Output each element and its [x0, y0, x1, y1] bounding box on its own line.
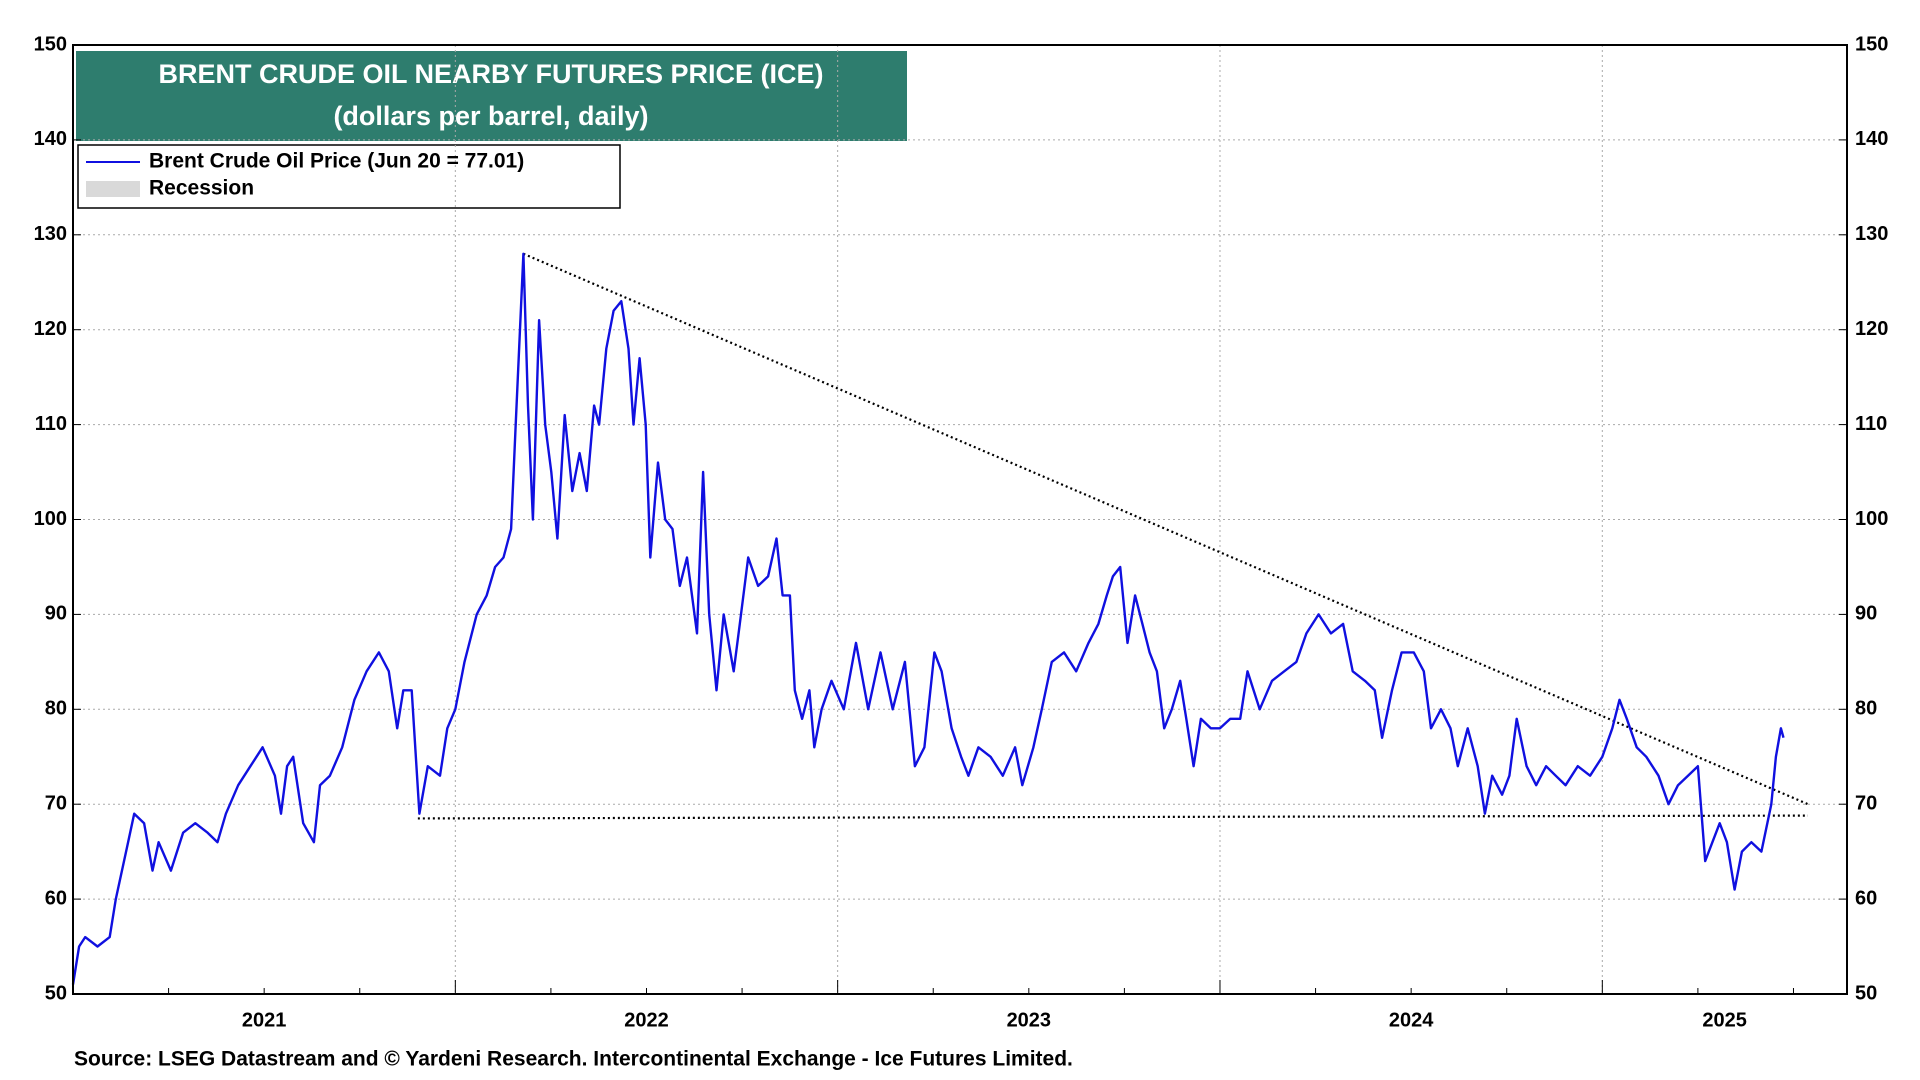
plot-frame [72, 44, 1848, 995]
x-tick-label: 2023 [1007, 1009, 1052, 1031]
trendline [417, 814, 1809, 820]
y-tick-label: 90 [45, 603, 67, 625]
y-tick-label: 150 [34, 33, 67, 55]
chart-title: BRENT CRUDE OIL NEARBY FUTURES PRICE (IC… [158, 59, 823, 89]
y2-tick-label: 90 [1855, 603, 1877, 625]
x-tick-label: 2024 [1389, 1009, 1434, 1031]
legend-label: Recession [149, 177, 254, 200]
x-tick-label: 2025 [1702, 1009, 1747, 1031]
y-tick-label: 60 [45, 887, 67, 909]
y-tick-label: 110 [35, 413, 67, 435]
legend-label: Brent Crude Oil Price (Jun 20 = 77.01) [149, 150, 524, 173]
y2-tick-label: 150 [1855, 33, 1888, 55]
x-tick-label: 2022 [624, 1009, 669, 1031]
y2-tick-label: 140 [1855, 128, 1888, 150]
y-tick-label: 100 [34, 508, 67, 530]
legend-box [77, 144, 621, 209]
y-tick-label: 80 [45, 698, 67, 720]
y2-tick-label: 130 [1855, 223, 1888, 245]
y-tick-label: 120 [34, 318, 67, 340]
y-tick-label: 70 [45, 792, 67, 814]
y2-tick-label: 50 [1855, 982, 1877, 1004]
y2-tick-label: 100 [1855, 508, 1888, 530]
y-tick-label: 130 [34, 223, 67, 245]
title-box [76, 51, 907, 141]
y2-tick-label: 70 [1855, 792, 1877, 814]
legend-swatch [86, 181, 140, 197]
chart-subtitle: (dollars per barrel, daily) [333, 101, 648, 131]
y2-tick-label: 80 [1855, 698, 1877, 720]
price-line [71, 252, 1785, 985]
y2-tick-label: 60 [1855, 887, 1877, 909]
y2-tick-label: 120 [1855, 318, 1888, 340]
source-note: Source: LSEG Datastream and © Yardeni Re… [74, 1048, 1073, 1071]
x-tick-label: 2021 [242, 1009, 287, 1031]
y2-tick-label: 110 [1855, 413, 1887, 435]
y-tick-label: 50 [45, 982, 67, 1004]
y-tick-label: 140 [34, 128, 67, 150]
